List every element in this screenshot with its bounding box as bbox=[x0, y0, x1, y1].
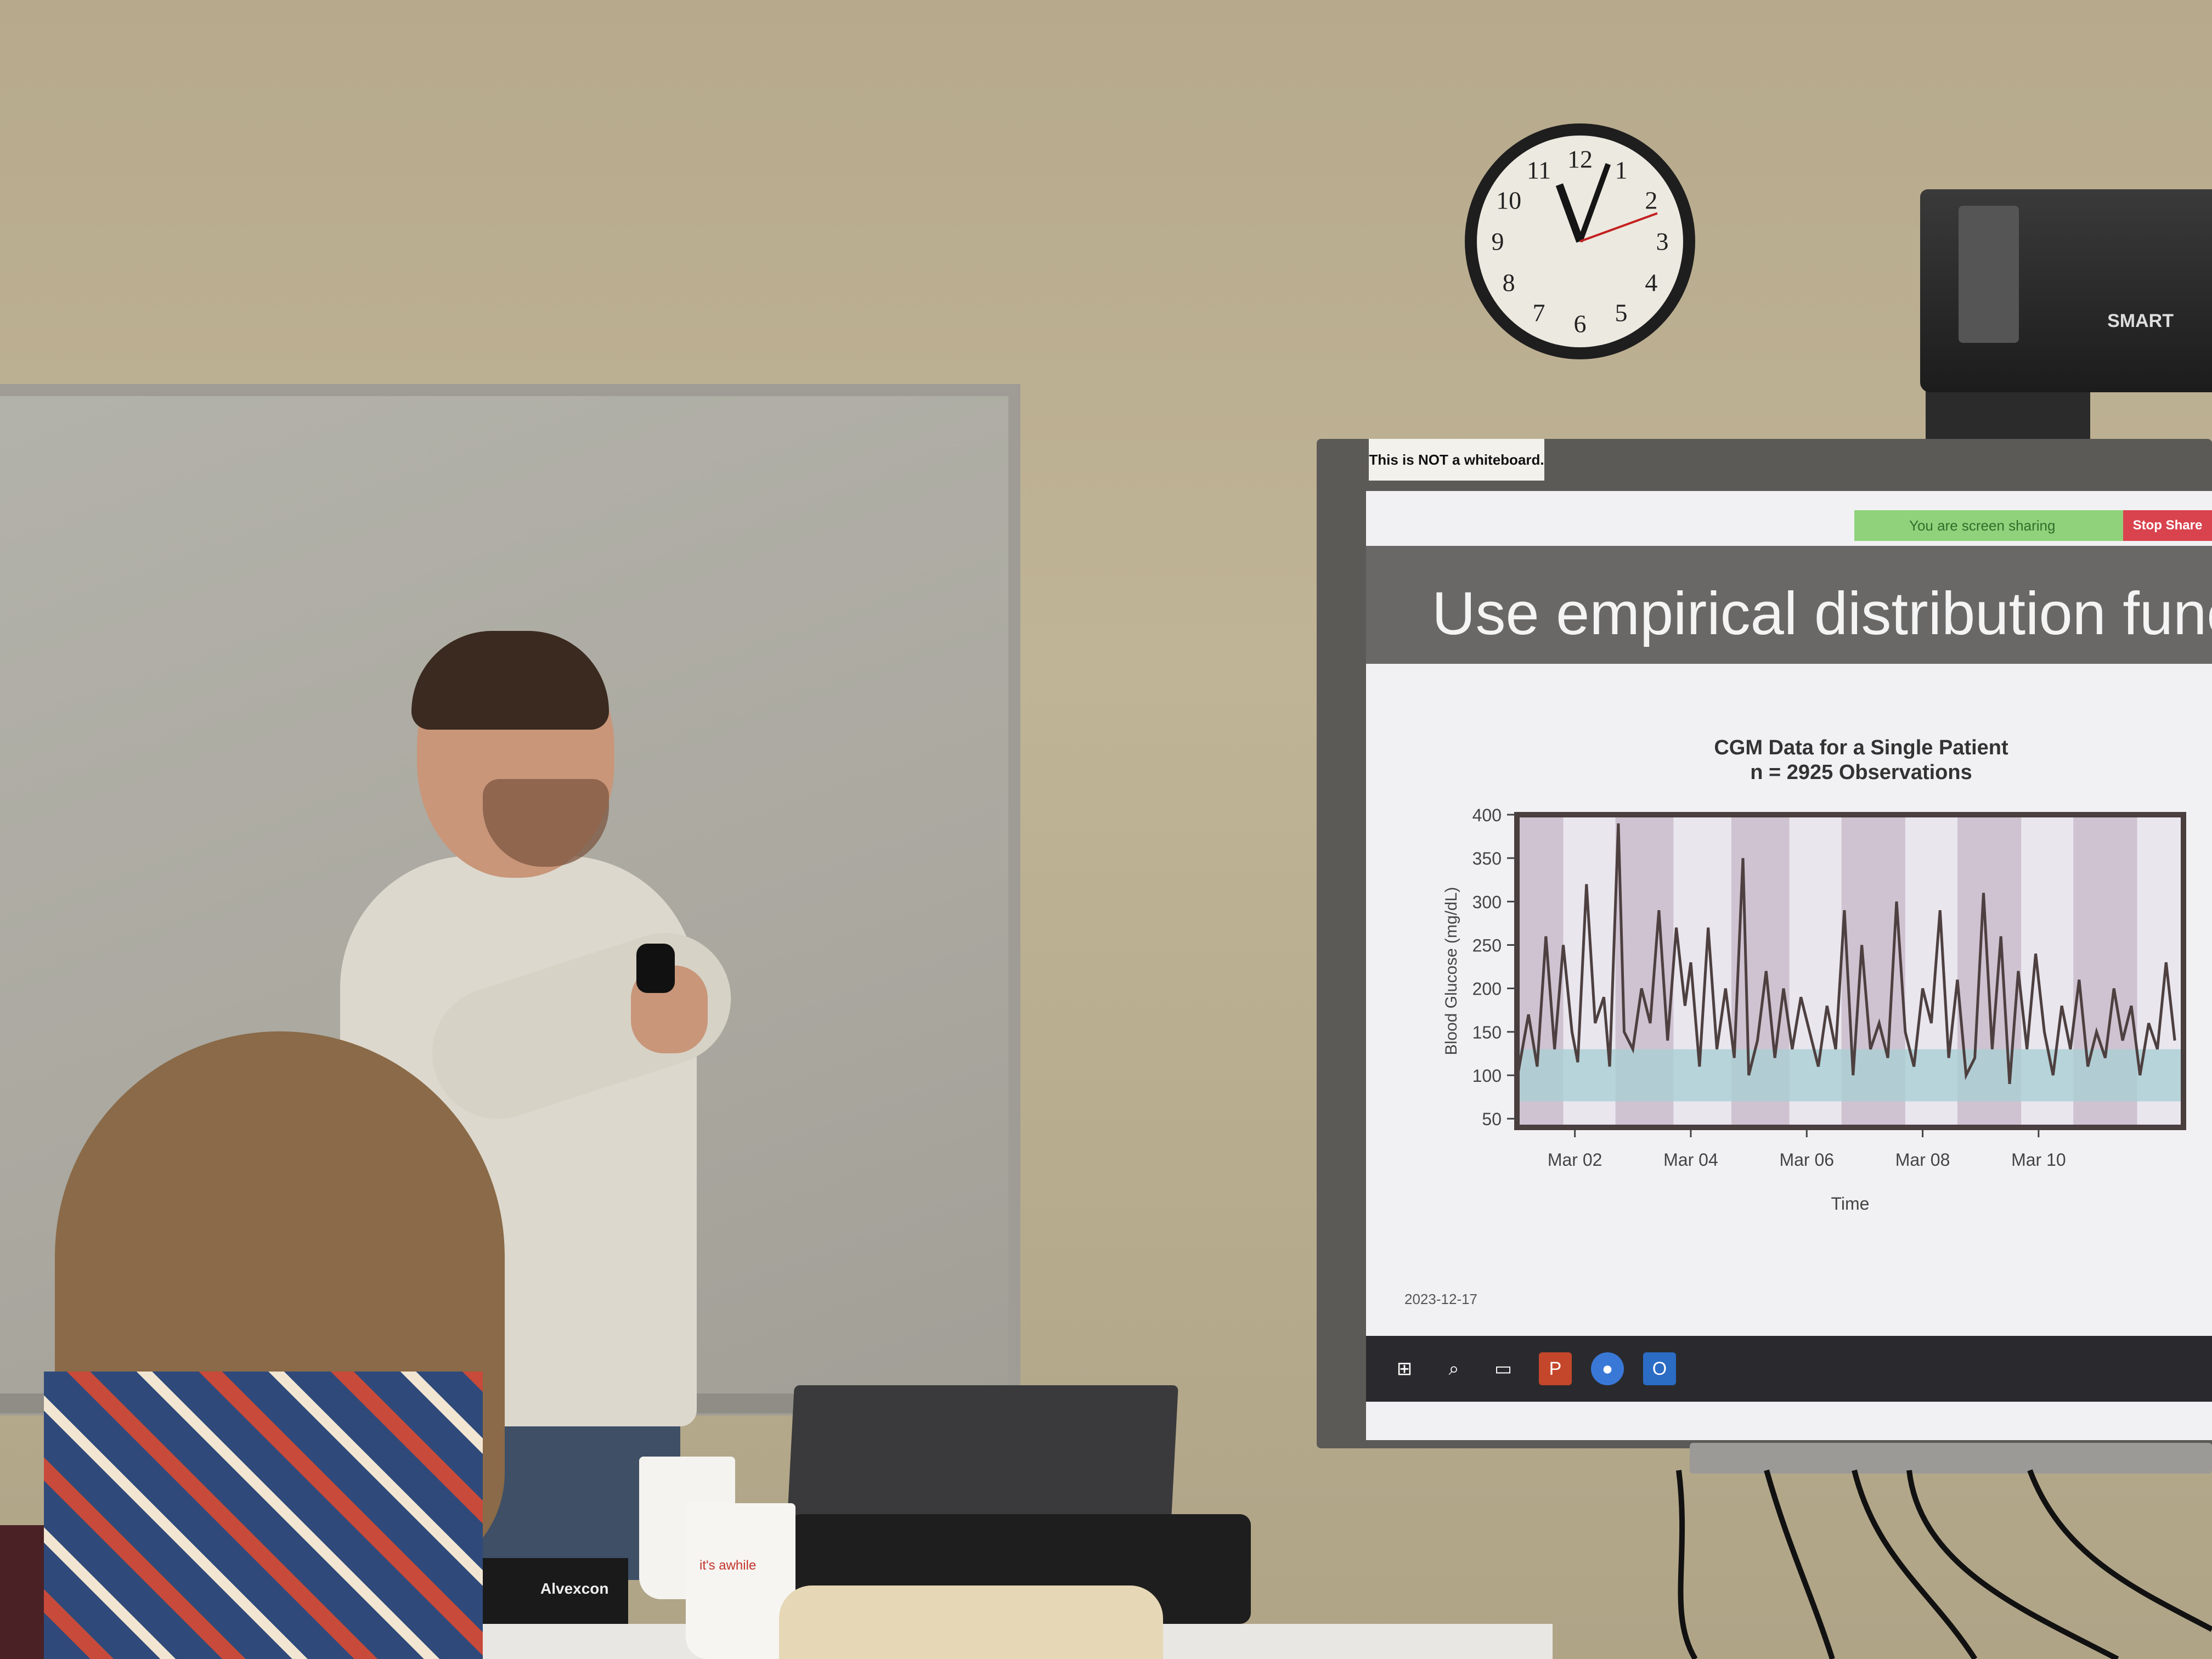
y-tick-label: 100 bbox=[1472, 1066, 1502, 1086]
tote-bag bbox=[779, 1585, 1163, 1659]
board-pen-tray bbox=[1690, 1443, 2212, 1474]
clock-number: 5 bbox=[1615, 298, 1628, 327]
clock-number: 11 bbox=[1526, 156, 1551, 184]
plot-frame bbox=[1514, 812, 2186, 1130]
board-sticker: This is NOT a whiteboard. bbox=[1369, 439, 1544, 481]
clock-number: 8 bbox=[1502, 268, 1515, 297]
y-axis-label: Blood Glucose (mg/dL) bbox=[1442, 887, 1460, 1056]
screen-sharing-bar[interactable]: You are screen sharing bbox=[1854, 510, 2129, 541]
clock-number: 2 bbox=[1645, 186, 1658, 215]
clock-number: 6 bbox=[1573, 309, 1587, 338]
clock-number: 10 bbox=[1496, 186, 1522, 215]
presenter-beard bbox=[483, 779, 609, 867]
x-axis-label: Time bbox=[1831, 1194, 1870, 1214]
y-tick-label: 50 bbox=[1482, 1109, 1502, 1129]
y-tick-label: 350 bbox=[1472, 849, 1502, 868]
projector: SMART bbox=[1920, 189, 2212, 392]
chart-subtitle: n = 2925 Observations bbox=[1750, 761, 1972, 784]
stop-share-button[interactable]: Stop Share bbox=[2123, 510, 2212, 541]
clock-face: 12 1 2 3 4 5 6 7 8 9 10 11 bbox=[1477, 136, 1683, 347]
clock-number: 9 bbox=[1491, 227, 1504, 256]
slide-header bbox=[1366, 546, 2212, 664]
wall-clock: 12 1 2 3 4 5 6 7 8 9 10 11 bbox=[1465, 123, 1695, 359]
outlook-icon[interactable]: O bbox=[1643, 1352, 1676, 1385]
cgm-chart: 50 100 150 200 250 300 350 400 Mar 02 Mar 04 Mar 0… bbox=[1442, 736, 2186, 1214]
zoom-icon[interactable]: ● bbox=[1591, 1352, 1624, 1385]
windows-icon[interactable]: ⊞ bbox=[1396, 1358, 1413, 1379]
clock-number: 3 bbox=[1656, 227, 1669, 256]
x-tick-label: Mar 08 bbox=[1895, 1150, 1950, 1170]
slide-date: 2023-12-17 bbox=[1404, 1291, 1477, 1307]
task-view-icon[interactable]: ▭ bbox=[1494, 1358, 1513, 1379]
product-box bbox=[458, 1558, 628, 1624]
x-tick-label: Mar 06 bbox=[1779, 1150, 1834, 1170]
y-tick-label: 250 bbox=[1472, 936, 1502, 956]
glucose-series-line bbox=[1515, 823, 2176, 1085]
attendee-sweater bbox=[44, 1372, 483, 1659]
slide-title: Use empirical distribution funct bbox=[1432, 580, 2212, 647]
clock-number: 4 bbox=[1645, 268, 1658, 297]
clock-number: 7 bbox=[1532, 298, 1545, 327]
projector-brand: SMART bbox=[2107, 311, 2174, 331]
clock-number: 1 bbox=[1615, 156, 1628, 184]
y-tick-label: 400 bbox=[1472, 805, 1502, 825]
foam-cup bbox=[686, 1503, 795, 1659]
x-tick-label: Mar 02 bbox=[1548, 1150, 1602, 1170]
x-tick-label: Mar 04 bbox=[1663, 1150, 1718, 1170]
presentation-clicker bbox=[636, 944, 675, 993]
windows-taskbar: ⊞ ⌕ ▭ P ● O bbox=[1366, 1336, 2212, 1402]
cup-text: it's awhile bbox=[699, 1558, 757, 1573]
chart-title: CGM Data for a Single Patient bbox=[1714, 736, 2008, 759]
y-tick-label: 200 bbox=[1472, 979, 1502, 999]
projector-lens bbox=[1959, 206, 2019, 343]
y-tick-label: 150 bbox=[1472, 1023, 1502, 1042]
clock-number: 12 bbox=[1567, 145, 1593, 173]
powerpoint-icon[interactable]: P bbox=[1539, 1352, 1572, 1385]
x-tick-label: Mar 10 bbox=[2011, 1150, 2066, 1170]
target-range-band bbox=[1517, 1049, 2183, 1102]
search-icon[interactable]: ⌕ bbox=[1448, 1358, 1459, 1379]
projected-screen: You are screen sharing Stop Share Use em… bbox=[1366, 491, 2212, 1440]
presenter-hair bbox=[411, 631, 609, 730]
product-box-label: Alvexcon bbox=[540, 1580, 609, 1597]
cables bbox=[1676, 1469, 2212, 1659]
y-tick-label: 300 bbox=[1472, 892, 1502, 912]
